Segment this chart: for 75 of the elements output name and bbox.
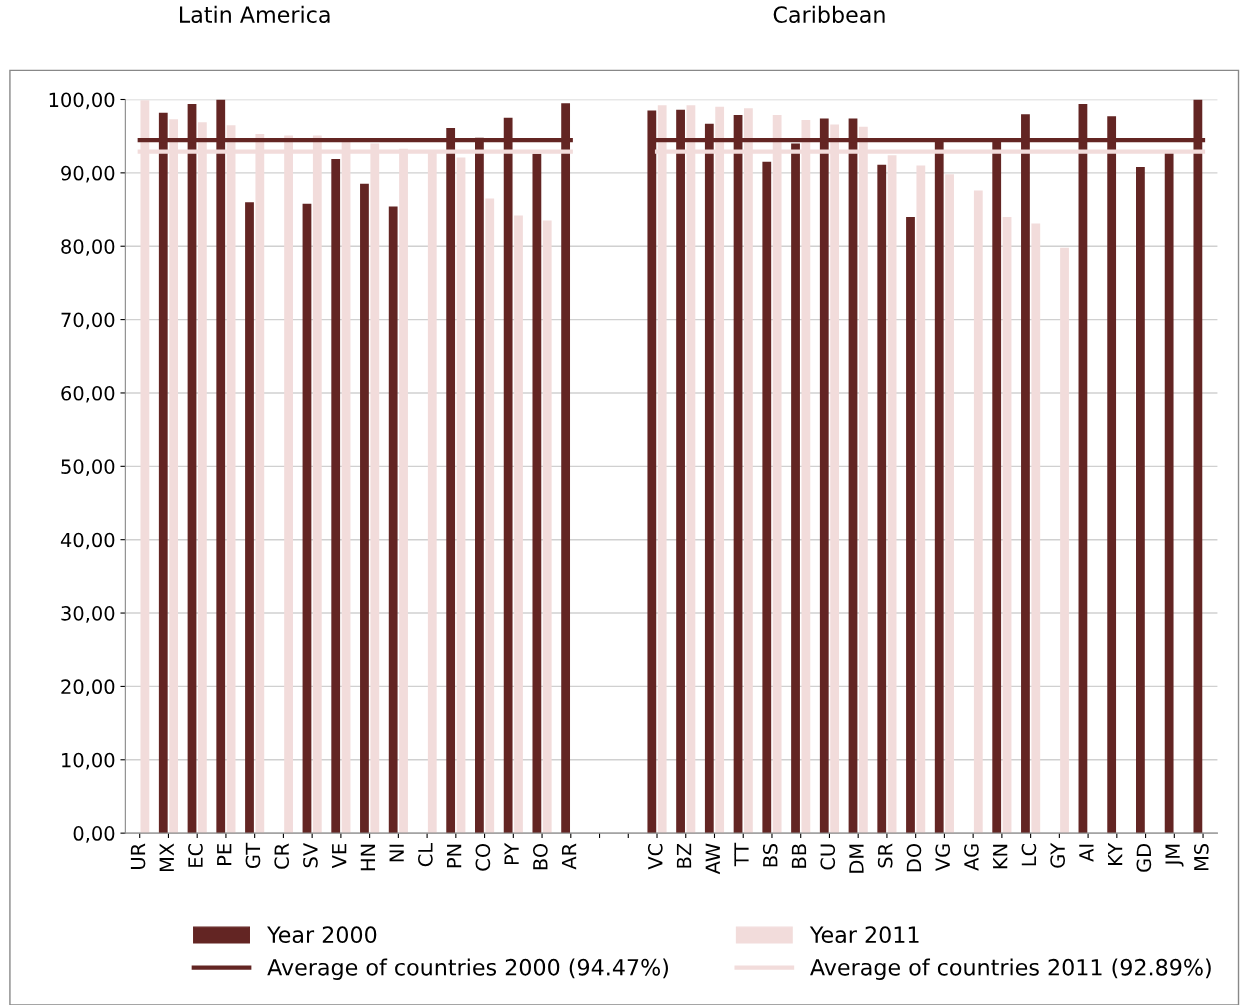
x-tick-label: KY [1108,842,1123,865]
x-tick-label: GT [245,842,261,869]
y-tick-label: 40,00 [60,532,115,550]
bar [514,215,523,834]
x-tick-label: PN [447,844,462,868]
x-tick-label: EC [188,843,203,867]
x-tick-label: CL [418,842,433,867]
x-tick-label: VC [647,843,663,870]
bar [906,216,915,834]
bar [485,198,495,834]
y-tick-label: 80,00 [61,239,115,256]
x-tick-label: CR [274,843,290,869]
bar [1002,216,1012,834]
x-tick-label: PY [504,842,519,865]
x-tick-label: UR [130,843,146,869]
x-tick-label: CU [820,844,836,870]
bar [973,190,983,834]
legend-label: Average of countries 2000 (94.47%) [267,958,668,980]
bar [1060,247,1069,834]
bar [302,203,312,834]
bar [1136,166,1145,834]
x-tick-label: VE [332,844,347,869]
y-tick-label: 20,00 [61,679,115,697]
x-tick-label: MX [159,843,174,872]
text: Caribbean [773,5,885,23]
y-tick-label: 50,00 [61,459,115,476]
bar [532,153,542,834]
legend-label: Year 2000 [267,926,377,944]
bar [331,158,341,834]
x-tick-label: LC [1021,843,1037,866]
x-tick-label: AI [1079,844,1094,862]
x-tick-label: HN [360,844,375,871]
bar [1164,153,1174,834]
x-tick-label: GD [1136,844,1152,872]
x-tick-label: BO [532,843,548,870]
x-tick-label: TT [734,842,749,867]
y-tick-label: 30,00 [61,606,115,623]
x-tick-label: MS [1193,843,1209,871]
bar [1031,223,1041,834]
y-tick-label: 70,00 [61,312,115,330]
x-tick-label: BZ [676,843,692,868]
x-tick-label: JM [1165,844,1184,867]
bar [456,157,466,834]
x-tick-label: AW [705,843,720,875]
x-tick-label: NI [389,844,404,862]
x-tick-label: GY [1050,842,1065,868]
legend-label: Average of countries 2011 (92.89%) [810,958,1211,980]
bar [877,164,887,834]
bar [762,161,772,834]
text: Latin America [180,5,330,23]
bar [542,220,552,834]
bar [791,143,800,834]
x-tick-label: AG [964,844,979,871]
bar [945,174,954,834]
x-tick-label: PE [217,844,232,865]
bar [916,165,926,834]
x-tick-label: KN [993,844,1008,869]
bar [360,183,369,834]
bar [388,206,398,834]
x-tick-label: SR [877,843,893,868]
y-tick-label: 10,00 [62,752,115,770]
bar [245,202,254,834]
x-tick-label: DO [906,843,922,872]
x-tick-label: BS [762,843,778,867]
x-tick-label: SV [303,843,318,868]
x-tick-label: VG [935,844,951,872]
y-tick-label: 100,00 [49,92,115,110]
y-tick-label: 60,00 [61,385,115,403]
legend-label: Year 2011 [809,926,919,944]
x-tick-label: AR [561,843,577,870]
x-tick-label: BB [791,844,807,868]
y-tick-label: 90,00 [61,165,115,183]
y-tick-label: 0,00 [73,826,115,843]
x-tick-label: CO [475,843,491,871]
x-tick-label: DM [849,844,864,873]
